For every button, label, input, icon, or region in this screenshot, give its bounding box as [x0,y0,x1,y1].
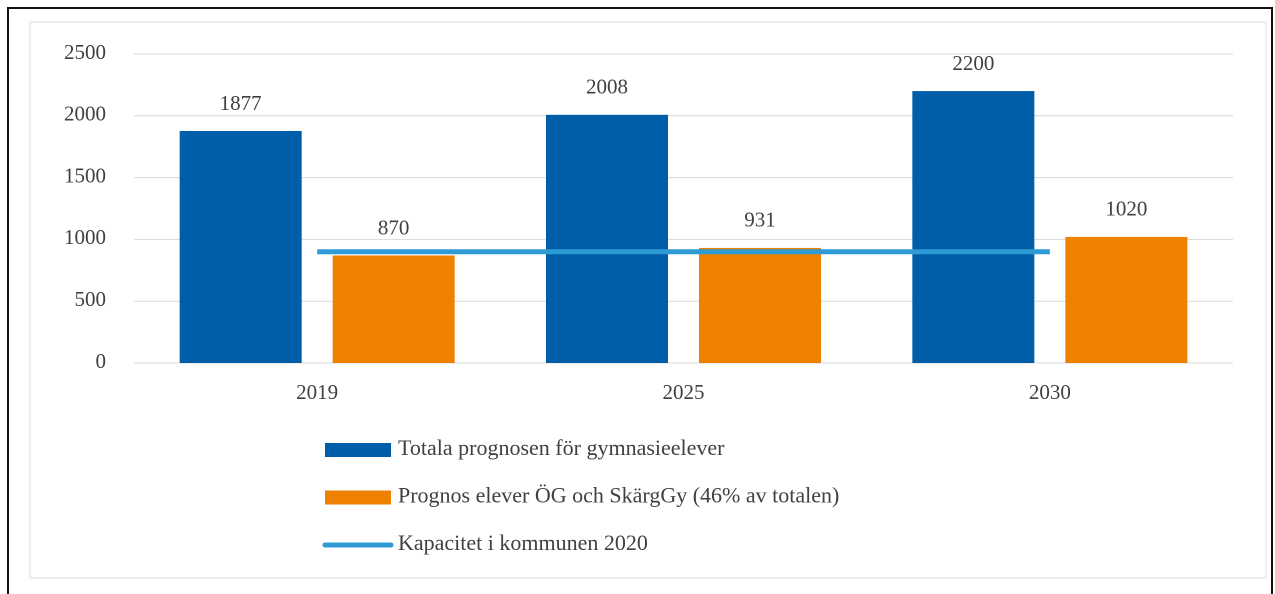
data-label: 2200 [952,51,994,75]
legend-swatch [325,490,391,505]
bar [1065,236,1188,363]
bar [332,255,455,363]
y-tick-label: 1000 [64,225,106,249]
legend-label: Totala prognosen för gymnasieelever [398,435,725,460]
data-label: 2008 [586,75,628,99]
data-label: 1877 [220,91,262,115]
data-label: 1020 [1105,197,1147,221]
x-tick-label: 2025 [663,380,705,404]
bar [546,114,668,363]
y-tick-label: 2500 [64,40,106,64]
bar [699,247,821,363]
y-tick-label: 2000 [64,102,106,126]
bar [912,91,1035,363]
x-tick-label: 2019 [296,380,338,404]
frame [7,7,1273,594]
data-label: 931 [744,208,776,232]
data-label: 870 [378,215,410,239]
legend-swatch [325,443,391,457]
y-tick-label: 1500 [64,163,106,187]
bar [179,131,302,363]
y-tick-label: 0 [96,349,107,373]
chart-border [29,21,1267,579]
legend-label: Prognos elever ÖG och SkärgGy (46% av to… [398,483,839,508]
x-tick-label: 2030 [1029,380,1071,404]
legend-label: Kapacitet i kommunen 2020 [398,530,648,555]
y-tick-label: 500 [75,287,107,311]
